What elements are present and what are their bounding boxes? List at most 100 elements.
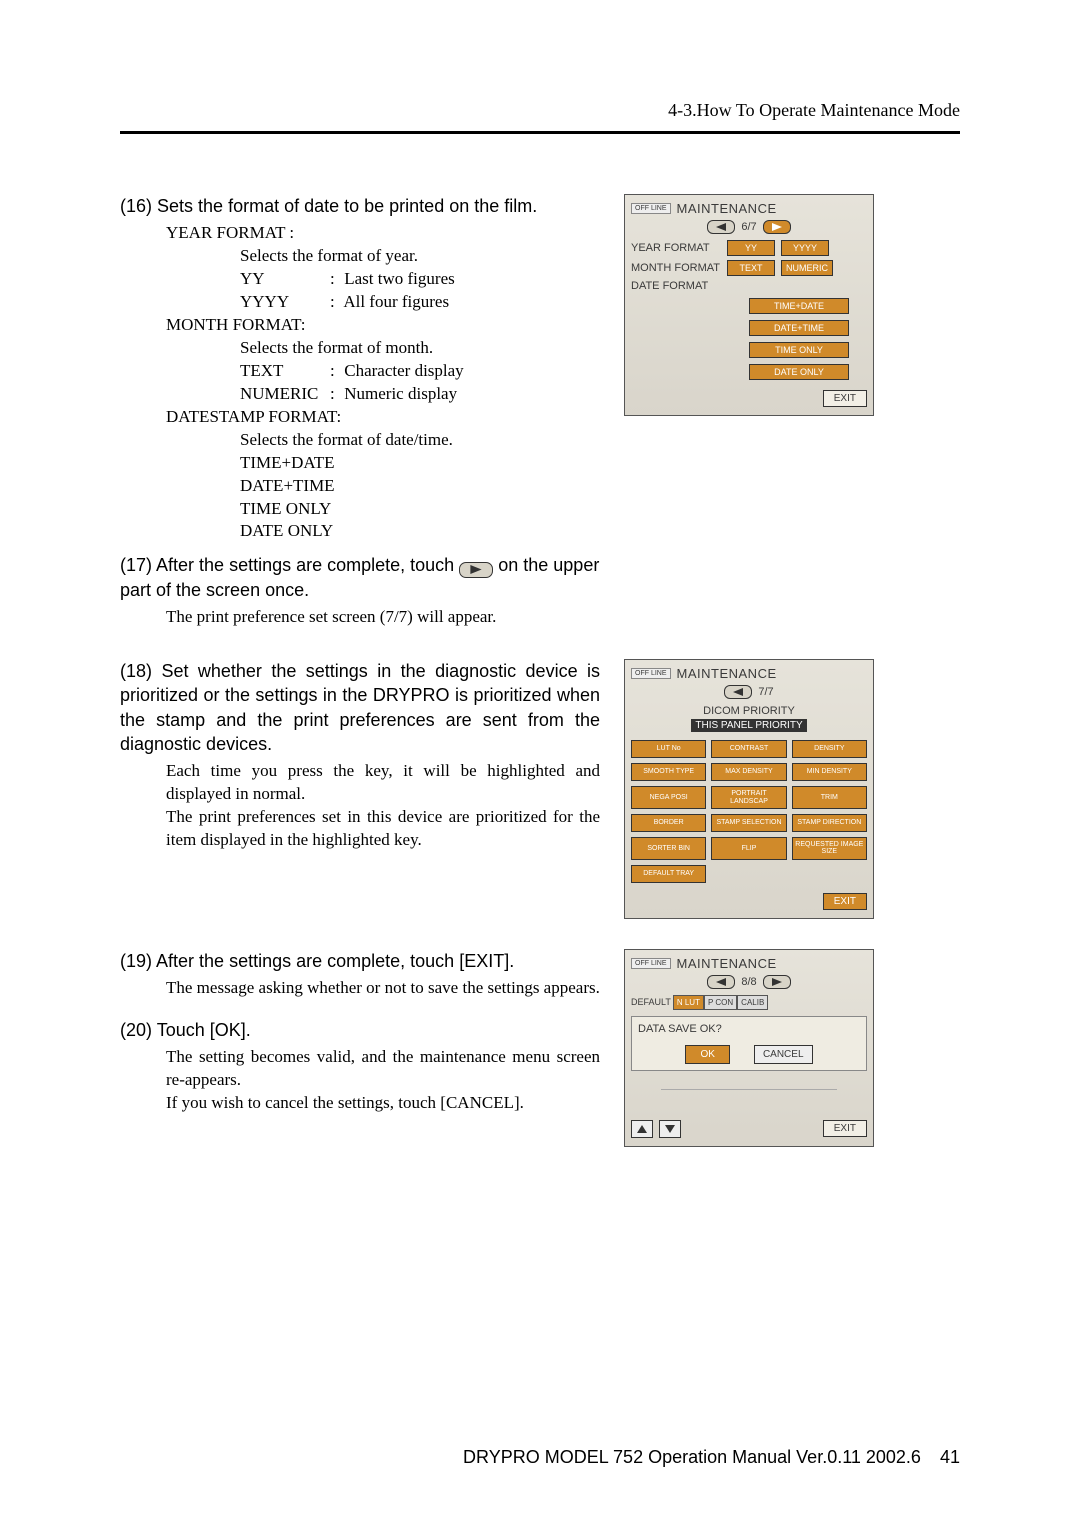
priority-chip[interactable]: CONTRAST: [711, 740, 786, 758]
yyyy-button[interactable]: YYYY: [781, 240, 829, 256]
step-num: (17): [120, 555, 152, 575]
offline-badge: OFF LINE: [631, 203, 671, 214]
month-format-desc: Selects the format of month.: [240, 337, 600, 360]
priority-chip[interactable]: MIN DENSITY: [792, 763, 867, 781]
next-arrow-icon[interactable]: [763, 220, 791, 234]
page-number: 41: [940, 1447, 960, 1467]
priority-chip[interactable]: NEGA POSI: [631, 786, 706, 809]
ds-opt2: DATE+TIME: [240, 475, 600, 498]
panel-priority: OFF LINE MAINTENANCE 7/7 DICOM PRIORITY …: [624, 659, 874, 918]
month-format-label: MONTH FORMAT:: [166, 314, 600, 337]
month-opt-numeric: NUMERIC: Numeric display: [240, 383, 600, 406]
save-message: DATA SAVE OK?: [638, 1023, 860, 1035]
step-text: Sets the format of date to be printed on…: [157, 196, 537, 216]
priority-chip[interactable]: TRIM: [792, 786, 867, 809]
step-num: (19): [120, 951, 152, 971]
panel-title: MAINTENANCE: [677, 201, 777, 216]
step-16: (16) Sets the format of date to be print…: [120, 194, 600, 218]
this-panel-priority-label: THIS PANEL PRIORITY: [691, 719, 806, 732]
datestamp-format-desc: Selects the format of date/time.: [240, 429, 600, 452]
tab-calib[interactable]: CALIB: [737, 995, 768, 1010]
ds-opt3: TIME ONLY: [240, 498, 600, 521]
ds-opt1: TIME+DATE: [240, 452, 600, 475]
year-format-label: YEAR FORMAT :: [166, 222, 600, 245]
date-only-button[interactable]: DATE ONLY: [749, 364, 849, 380]
ds-opt4: DATE ONLY: [240, 520, 600, 543]
next-arrow-icon: [459, 562, 493, 578]
tab-nlut[interactable]: N LUT: [673, 995, 704, 1010]
date-time-button[interactable]: DATE+TIME: [749, 320, 849, 336]
priority-chip[interactable]: BORDER: [631, 814, 706, 832]
priority-chip[interactable]: STAMP SELECTION: [711, 814, 786, 832]
year-format-label: YEAR FORMAT: [631, 242, 721, 254]
exit-button[interactable]: EXIT: [823, 390, 867, 407]
panel-date-format: OFF LINE MAINTENANCE 6/7 YEAR FORMAT YY …: [624, 194, 874, 416]
numeric-button[interactable]: NUMERIC: [781, 260, 833, 276]
priority-chip[interactable]: MAX DENSITY: [711, 763, 786, 781]
step-17-sub: The print preference set screen (7/7) wi…: [166, 606, 600, 629]
time-only-button[interactable]: TIME ONLY: [749, 342, 849, 358]
step-20-sub1: The setting becomes valid, and the maint…: [166, 1046, 600, 1092]
prev-arrow-icon[interactable]: [707, 975, 735, 989]
step-19-sub: The message asking whether or not to sav…: [166, 977, 600, 1000]
priority-chip[interactable]: LUT No: [631, 740, 706, 758]
step-num: (16): [120, 196, 152, 216]
save-dialog: DATA SAVE OK? OK CANCEL: [631, 1016, 867, 1071]
down-arrow-icon[interactable]: [659, 1120, 681, 1138]
dicom-priority-label: DICOM PRIORITY: [631, 705, 867, 717]
priority-chip[interactable]: FLIP: [711, 837, 786, 860]
tab-pcon[interactable]: P CON: [704, 995, 737, 1010]
step-18-sub2: The print preferences set in this device…: [166, 806, 600, 852]
next-arrow-icon[interactable]: [763, 975, 791, 989]
month-opt-text: TEXT: Character display: [240, 360, 600, 383]
text-button[interactable]: TEXT: [727, 260, 775, 276]
exit-button[interactable]: EXIT: [823, 893, 867, 910]
month-format-label: MONTH FORMAT: [631, 262, 721, 274]
step-text: Touch [OK].: [157, 1020, 251, 1040]
step-20: (20) Touch [OK].: [120, 1018, 600, 1042]
panel-title: MAINTENANCE: [677, 666, 777, 681]
panel-save: OFF LINE MAINTENANCE 8/8 DEFAULT N LUT P…: [624, 949, 874, 1147]
footer-text: DRYPRO MODEL 752 Operation Manual Ver.0.…: [463, 1447, 921, 1467]
step-num: (18): [120, 661, 152, 681]
step-20-sub2: If you wish to cancel the settings, touc…: [166, 1092, 600, 1115]
divider: [120, 131, 960, 134]
ok-button[interactable]: OK: [685, 1045, 729, 1064]
datestamp-format-label: DATESTAMP FORMAT:: [166, 406, 600, 429]
step-18-sub1: Each time you press the key, it will be …: [166, 760, 600, 806]
priority-chip[interactable]: PORTRAIT LANDSCAP: [711, 786, 786, 809]
page-indicator: 6/7: [741, 221, 756, 233]
priority-chip[interactable]: STAMP DIRECTION: [792, 814, 867, 832]
priority-chip[interactable]: SORTER BIN: [631, 837, 706, 860]
step-text: Set whether the settings in the diagnost…: [120, 661, 600, 754]
year-opt-yyyy: YYYY: All four figures: [240, 291, 600, 314]
page-indicator: 7/7: [758, 686, 773, 698]
step-17: (17) After the settings are complete, to…: [120, 553, 600, 602]
priority-chip[interactable]: DENSITY: [792, 740, 867, 758]
time-date-button[interactable]: TIME+DATE: [749, 298, 849, 314]
prev-arrow-icon[interactable]: [707, 220, 735, 234]
panel-title: MAINTENANCE: [677, 956, 777, 971]
offline-badge: OFF LINE: [631, 668, 671, 679]
step-text: After the settings are complete, touch […: [156, 951, 514, 971]
divider: [661, 1089, 837, 1090]
page-footer: DRYPRO MODEL 752 Operation Manual Ver.0.…: [463, 1447, 960, 1468]
year-format-desc: Selects the format of year.: [240, 245, 600, 268]
prev-arrow-icon[interactable]: [724, 685, 752, 699]
step-19: (19) After the settings are complete, to…: [120, 949, 600, 973]
priority-chip[interactable]: DEFAULT TRAY: [631, 865, 706, 883]
cancel-button[interactable]: CANCEL: [754, 1045, 813, 1064]
yy-button[interactable]: YY: [727, 240, 775, 256]
step-18: (18) Set whether the settings in the dia…: [120, 659, 600, 756]
priority-chip[interactable]: REQUESTED IMAGE SIZE: [792, 837, 867, 860]
section-header: 4-3.How To Operate Maintenance Mode: [120, 100, 960, 121]
priority-chip[interactable]: SMOOTH TYPE: [631, 763, 706, 781]
date-format-label: DATE FORMAT: [631, 280, 721, 292]
exit-button[interactable]: EXIT: [823, 1120, 867, 1137]
page-indicator: 8/8: [741, 976, 756, 988]
step-text-pre: After the settings are complete, touch: [156, 555, 454, 575]
year-opt-yy: YY: Last two figures: [240, 268, 600, 291]
offline-badge: OFF LINE: [631, 958, 671, 969]
step-num: (20): [120, 1020, 152, 1040]
up-arrow-icon[interactable]: [631, 1120, 653, 1138]
